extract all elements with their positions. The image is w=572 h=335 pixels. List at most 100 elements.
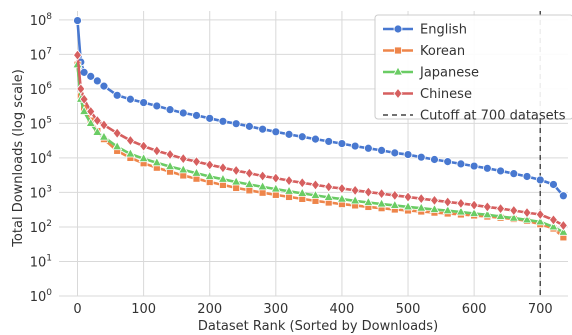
- japanese-point: [548, 221, 559, 231]
- english-point: [390, 148, 400, 158]
- chinese-point: [244, 167, 254, 179]
- korean-point: [258, 188, 267, 197]
- english-point: [218, 116, 228, 126]
- english-point: [350, 141, 360, 151]
- x-tick-label: 0: [73, 302, 81, 317]
- x-axis-label: Dataset Rank (Sorted by Downloads): [198, 319, 438, 334]
- english-point: [430, 155, 439, 164]
- english-point: [403, 150, 413, 159]
- english-point: [496, 166, 505, 176]
- y-tick-label: 107: [30, 46, 52, 63]
- series-chinese: [72, 49, 568, 232]
- japanese-point: [111, 140, 123, 151]
- legend-marker: [393, 24, 403, 34]
- japanese-point: [283, 185, 295, 195]
- y-axis-label: Total Downloads (log scale): [11, 69, 26, 248]
- chinese-point: [72, 49, 83, 61]
- chinese-point: [350, 184, 360, 196]
- japanese-point: [323, 191, 334, 201]
- chinese-point: [139, 140, 149, 152]
- chinese-point: [310, 179, 320, 191]
- chinese-point: [363, 186, 373, 198]
- japanese-point: [416, 202, 427, 212]
- japanese-point: [92, 126, 103, 136]
- legend: English Korean Japanese Chinese Cutoff at 70…: [374, 14, 572, 124]
- legend-label: Japanese: [419, 66, 479, 81]
- x-tick-label: 500: [396, 302, 421, 317]
- chinese-point: [548, 214, 558, 226]
- japanese-point: [402, 201, 414, 211]
- legend-marker: [394, 46, 402, 55]
- english-point: [271, 127, 281, 137]
- japanese-point: [257, 181, 268, 191]
- chinese-point: [509, 204, 519, 217]
- tick-label-layer: 0 100 200 300 400 500 600 700 100 101 102 103 104 105…: [30, 12, 553, 317]
- chinese-point: [416, 193, 426, 205]
- chinese-point: [191, 155, 202, 168]
- chinese-point: [271, 172, 281, 184]
- japanese-point: [468, 207, 480, 217]
- japanese-point: [230, 176, 242, 186]
- chinese-point: [522, 206, 532, 219]
- chinese-point: [231, 164, 241, 177]
- japanese-point: [204, 170, 215, 180]
- korean-point: [232, 184, 241, 192]
- x-tick-label: 200: [197, 302, 222, 317]
- japanese-point: [297, 187, 308, 197]
- english-point: [522, 172, 532, 181]
- y-tick-label: 108: [30, 12, 53, 29]
- chinese-point: [205, 159, 215, 171]
- legend-label: Cutoff at 700 datasets: [420, 109, 566, 124]
- chinese-point: [535, 208, 545, 221]
- english-point: [558, 191, 568, 201]
- legend-item-korean: Korean: [383, 44, 465, 59]
- japanese-point: [138, 152, 149, 163]
- japanese-point: [336, 193, 348, 203]
- english-point: [297, 132, 307, 142]
- chinese-point: [482, 201, 492, 213]
- english-point: [549, 180, 558, 189]
- japanese-point: [455, 206, 467, 216]
- chinese-point: [443, 196, 453, 208]
- english-point: [178, 108, 188, 118]
- legend-label: English: [420, 23, 467, 38]
- y-tick-label: 100: [30, 288, 53, 305]
- japanese-point: [151, 157, 163, 167]
- english-point: [125, 94, 135, 104]
- chinese-point: [165, 148, 175, 161]
- english-point: [416, 152, 426, 162]
- japanese-point: [558, 226, 569, 236]
- english-point: [324, 137, 334, 146]
- legend-item-cutoff-at-700-datasets: Cutoff at 700 datasets: [383, 109, 566, 124]
- y-tick-label: 103: [30, 184, 52, 201]
- japanese-point: [217, 173, 229, 183]
- chinese-point: [218, 162, 228, 174]
- japanese-point: [349, 195, 361, 205]
- legend-marker: [392, 66, 404, 76]
- y-tick-label: 104: [30, 150, 53, 167]
- english-point: [284, 129, 294, 139]
- chinese-point: [125, 134, 135, 147]
- japanese-point: [495, 210, 506, 220]
- japanese-point: [78, 105, 90, 115]
- chinese-point: [86, 105, 96, 118]
- chinese-point: [178, 153, 188, 165]
- english-point: [73, 16, 82, 25]
- english-point: [152, 101, 162, 111]
- chinese-point: [79, 93, 89, 105]
- chinese-point: [297, 177, 307, 189]
- english-point: [231, 119, 241, 129]
- japanese-point: [535, 216, 546, 226]
- y-tick-label: 102: [30, 219, 52, 236]
- chinese-point: [558, 219, 568, 232]
- english-point: [112, 90, 122, 100]
- chinese-point: [377, 188, 387, 200]
- chinese-point: [496, 202, 506, 215]
- english-point: [205, 113, 215, 123]
- english-point: [244, 121, 254, 131]
- chinese-point: [76, 83, 86, 95]
- y-tick-label: 101: [30, 253, 52, 270]
- english-point: [192, 111, 201, 120]
- english-point: [258, 124, 268, 134]
